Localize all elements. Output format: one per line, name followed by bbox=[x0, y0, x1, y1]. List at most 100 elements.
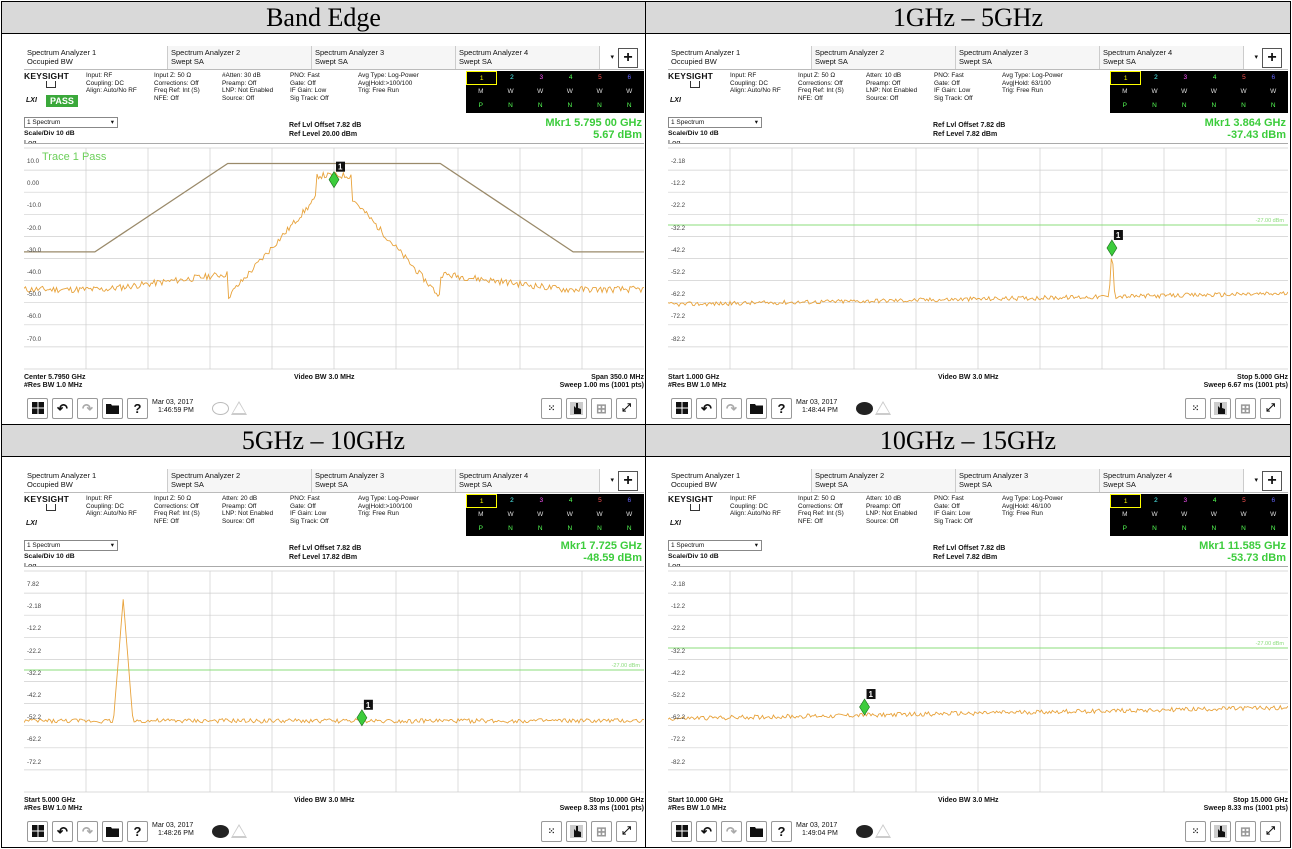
trace-3-number[interactable]: 3 bbox=[1183, 74, 1188, 81]
markers-icon[interactable]: ⁙ bbox=[1185, 821, 1206, 842]
touch-icon[interactable] bbox=[566, 821, 587, 842]
trace-4-detector[interactable]: N bbox=[1211, 525, 1217, 532]
input-z-settings[interactable]: Input Z: 50 Ω Corrections: Off Freq Ref:… bbox=[154, 72, 200, 102]
trace-4-number[interactable]: 4 bbox=[568, 497, 573, 504]
trace-6-detector[interactable]: N bbox=[626, 102, 632, 109]
touch-icon[interactable] bbox=[1210, 821, 1231, 842]
folder-icon[interactable] bbox=[102, 398, 123, 419]
window-select[interactable]: 1 Spectrum ▾ bbox=[668, 117, 762, 128]
tab-dropdown-icon[interactable]: ▾ bbox=[610, 54, 614, 61]
windows-icon[interactable] bbox=[671, 398, 692, 419]
trace-6-detector[interactable]: N bbox=[626, 525, 632, 532]
undo-icon[interactable]: ↶ bbox=[696, 821, 717, 842]
trace-4-mode[interactable]: W bbox=[1210, 88, 1217, 95]
tab-dropdown-icon[interactable]: ▾ bbox=[1254, 477, 1258, 484]
trace-4-number[interactable]: 4 bbox=[1212, 74, 1217, 81]
input-settings[interactable]: Input: RF Coupling: DC Align: Auto/No RF bbox=[86, 72, 137, 95]
windows-icon[interactable] bbox=[27, 821, 48, 842]
tab-spectrum-analyzer-3[interactable]: Spectrum Analyzer 3 Swept SA bbox=[956, 46, 1100, 69]
marker-readout[interactable]: Mkr1 11.585 GHz -53.73 dBm bbox=[1199, 540, 1286, 564]
trace-4-mode[interactable]: W bbox=[1210, 511, 1217, 518]
fullscreen-icon[interactable]: ⤢ bbox=[616, 398, 637, 419]
redo-icon[interactable]: ↷ bbox=[721, 398, 742, 419]
trace-6-detector[interactable]: N bbox=[1270, 525, 1276, 532]
alert-icon[interactable] bbox=[231, 401, 247, 415]
trace-2-detector[interactable]: N bbox=[508, 102, 513, 109]
trace-3-mode[interactable]: W bbox=[1181, 511, 1188, 518]
trace-4-detector[interactable]: N bbox=[1211, 102, 1217, 109]
undo-icon[interactable]: ↶ bbox=[52, 398, 73, 419]
ref-level-block[interactable]: Ref Lvl Offset 7.82 dB Ref Level 20.00 d… bbox=[289, 121, 361, 139]
marker-readout[interactable]: Mkr1 7.725 GHz -48.59 dBm bbox=[561, 540, 642, 564]
tab-spectrum-analyzer-4[interactable]: Spectrum Analyzer 4 Swept SA bbox=[1100, 46, 1244, 69]
input-z-settings[interactable]: Input Z: 50 Ω Corrections: Off Freq Ref:… bbox=[154, 495, 200, 525]
windows-icon[interactable] bbox=[27, 398, 48, 419]
input-settings[interactable]: Input: RF Coupling: DC Align: Auto/No RF bbox=[730, 72, 781, 95]
trace-2-detector[interactable]: N bbox=[1152, 102, 1157, 109]
layout-icon[interactable]: ⊞ bbox=[591, 821, 612, 842]
trace-3-detector[interactable]: N bbox=[537, 525, 543, 532]
trace-1-mode[interactable]: M bbox=[478, 511, 484, 518]
add-screen-button[interactable]: + bbox=[618, 471, 638, 491]
alert-icon[interactable] bbox=[875, 824, 891, 838]
trace-1-mode[interactable]: M bbox=[478, 88, 484, 95]
trace-4-number[interactable]: 4 bbox=[1212, 497, 1217, 504]
trace-2-number[interactable]: 2 bbox=[1154, 497, 1158, 504]
window-select[interactable]: 1 Spectrum ▾ bbox=[24, 540, 118, 551]
marker-readout[interactable]: Mkr1 5.795 00 GHz 5.67 dBm bbox=[545, 117, 642, 141]
trace-2-detector[interactable]: N bbox=[508, 525, 513, 532]
trace-3-mode[interactable]: W bbox=[537, 88, 544, 95]
alert-icon[interactable] bbox=[231, 824, 247, 838]
trace-6-mode[interactable]: W bbox=[626, 511, 633, 518]
trace-3-number[interactable]: 3 bbox=[539, 497, 544, 504]
tab-spectrum-analyzer-4[interactable]: Spectrum Analyzer 4 Swept SA bbox=[456, 469, 600, 492]
fullscreen-icon[interactable]: ⤢ bbox=[616, 821, 637, 842]
avg-type-settings[interactable]: Avg Type: Log-Power Avg|Hold:>100/100 Tr… bbox=[358, 72, 419, 95]
add-screen-button[interactable]: + bbox=[618, 48, 638, 68]
trace-status-panel[interactable]: 1 2 3 4 5 6 M W W W W W P N N N N N bbox=[1110, 494, 1288, 536]
markers-icon[interactable]: ⁙ bbox=[541, 821, 562, 842]
add-screen-button[interactable]: + bbox=[1262, 48, 1282, 68]
layout-icon[interactable]: ⊞ bbox=[1235, 821, 1256, 842]
trace-2-mode[interactable]: W bbox=[507, 88, 514, 95]
trace-2-mode[interactable]: W bbox=[1151, 511, 1158, 518]
trace-5-mode[interactable]: W bbox=[1240, 511, 1247, 518]
spectrum-plot[interactable]: 1 -2.18 -12.2 -22.2 -32.2 -42.2 -52.2 -62.2 -72… bbox=[668, 566, 1288, 795]
trace-4-detector[interactable]: N bbox=[567, 525, 573, 532]
trace-2-number[interactable]: 2 bbox=[1154, 74, 1158, 81]
trace-3-mode[interactable]: W bbox=[1181, 88, 1188, 95]
tab-spectrum-analyzer-2[interactable]: Spectrum Analyzer 2 Swept SA bbox=[812, 46, 956, 69]
trace-1-number[interactable]: 1 bbox=[1110, 71, 1142, 85]
trace-5-number[interactable]: 5 bbox=[1242, 74, 1246, 81]
layout-icon[interactable]: ⊞ bbox=[591, 398, 612, 419]
folder-icon[interactable] bbox=[746, 398, 767, 419]
tab-spectrum-analyzer-4[interactable]: Spectrum Analyzer 4 Swept SA bbox=[1100, 469, 1244, 492]
pno-settings[interactable]: PNO: Fast Gate: Off IF Gain: Low Sig Tra… bbox=[290, 72, 329, 102]
trace-1-number[interactable]: 1 bbox=[466, 71, 498, 85]
trace-5-mode[interactable]: W bbox=[596, 511, 603, 518]
trace-2-number[interactable]: 2 bbox=[510, 497, 514, 504]
input-settings[interactable]: Input: RF Coupling: DC Align: Auto/No RF bbox=[86, 495, 137, 518]
tab-spectrum-analyzer-3[interactable]: Spectrum Analyzer 3 Swept SA bbox=[956, 469, 1100, 492]
tab-spectrum-analyzer-2[interactable]: Spectrum Analyzer 2 Swept SA bbox=[812, 469, 956, 492]
redo-icon[interactable]: ↷ bbox=[77, 398, 98, 419]
undo-icon[interactable]: ↶ bbox=[52, 821, 73, 842]
input-z-settings[interactable]: Input Z: 50 Ω Corrections: Off Freq Ref:… bbox=[798, 495, 844, 525]
tab-dropdown-icon[interactable]: ▾ bbox=[610, 477, 614, 484]
touch-icon[interactable] bbox=[1210, 398, 1231, 419]
trace-1-number[interactable]: 1 bbox=[1110, 494, 1142, 508]
undo-icon[interactable]: ↶ bbox=[696, 398, 717, 419]
trace-1-mode[interactable]: M bbox=[1122, 511, 1128, 518]
trace-6-mode[interactable]: W bbox=[1270, 88, 1277, 95]
chat-icon[interactable] bbox=[856, 825, 873, 838]
markers-icon[interactable]: ⁙ bbox=[1185, 398, 1206, 419]
tab-spectrum-analyzer-1[interactable]: Spectrum Analyzer 1 Occupied BW bbox=[24, 469, 168, 492]
redo-icon[interactable]: ↷ bbox=[77, 821, 98, 842]
spectrum-plot[interactable]: 1 Trace 1 Pass 10.0 0.00 -10.0 -20.0 -30.0 -4… bbox=[24, 143, 644, 372]
trace-3-detector[interactable]: N bbox=[1181, 102, 1187, 109]
chat-icon[interactable] bbox=[212, 825, 229, 838]
trace-5-mode[interactable]: W bbox=[596, 88, 603, 95]
trace-5-number[interactable]: 5 bbox=[598, 74, 602, 81]
trace-6-mode[interactable]: W bbox=[626, 88, 633, 95]
tab-spectrum-analyzer-2[interactable]: Spectrum Analyzer 2 Swept SA bbox=[168, 469, 312, 492]
